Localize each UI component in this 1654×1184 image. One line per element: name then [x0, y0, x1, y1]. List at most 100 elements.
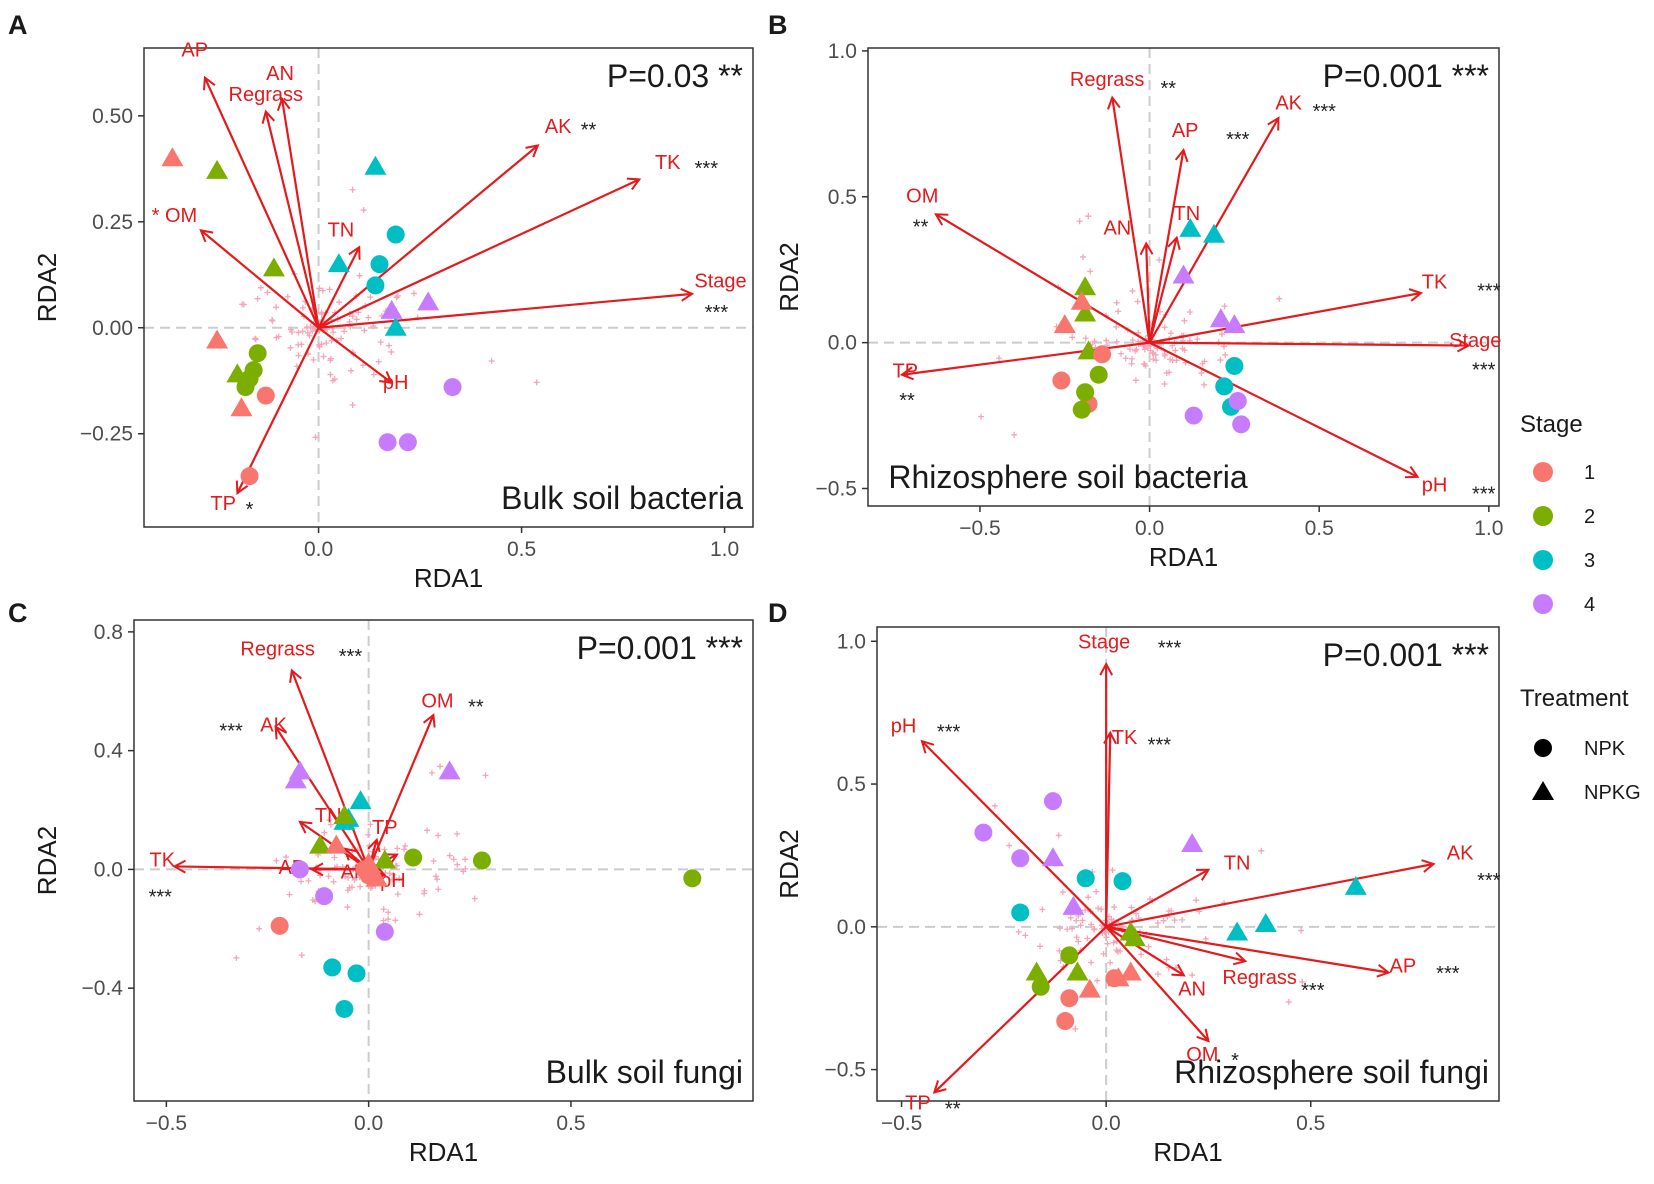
species-marker	[1087, 268, 1094, 275]
arrow-label-tp: TP	[893, 361, 919, 383]
species-marker	[306, 332, 313, 339]
species-marker	[1091, 926, 1098, 933]
species-marker	[299, 304, 306, 311]
sample-point-npkg	[417, 291, 440, 311]
species-marker	[1103, 934, 1110, 941]
species-marker	[1088, 921, 1095, 928]
species-marker	[366, 842, 373, 849]
sample-point-npkg	[1078, 978, 1101, 998]
species-marker	[377, 339, 384, 346]
sample-point-npkg	[1074, 302, 1097, 322]
sample-point-npk	[974, 823, 993, 842]
arrow-label-tn: TN	[1174, 203, 1201, 225]
sample-point-npk	[370, 255, 389, 274]
species-marker	[416, 911, 423, 918]
species-marker	[402, 842, 409, 849]
arrow-label-ak: AK	[545, 116, 572, 138]
arrow-ap	[205, 78, 320, 329]
sample-point-npk	[1113, 872, 1132, 891]
species-marker	[1222, 351, 1229, 358]
significance-label: **	[899, 390, 915, 412]
arrow-stage	[1149, 343, 1469, 346]
species-marker	[254, 295, 261, 302]
p-value-label: P=0.03 **	[607, 58, 743, 94]
arrow-regrass	[266, 112, 320, 329]
sample-point-npk	[472, 851, 491, 870]
species-marker	[1149, 349, 1156, 356]
species-marker	[1059, 889, 1066, 896]
arrow-ak	[317, 145, 538, 329]
legend-stage-swatch	[1533, 462, 1553, 482]
sample-point-npk	[1043, 792, 1062, 811]
sample-point-npk	[1011, 903, 1030, 922]
species-marker	[462, 865, 469, 872]
x-tick-label: −0.5	[881, 1112, 922, 1135]
sample-point-npk	[256, 386, 275, 405]
arrow-label-om: OM	[421, 691, 453, 713]
species-marker	[1114, 948, 1121, 955]
species-marker	[430, 857, 437, 864]
x-tick-label: −0.5	[959, 517, 1000, 540]
species-marker	[462, 856, 469, 863]
arrow-label-an: AN	[266, 63, 294, 85]
plot-frame	[867, 47, 1500, 507]
x-axis-title: RDA1	[1149, 542, 1218, 572]
species-marker	[327, 821, 334, 828]
species-marker	[1095, 905, 1102, 912]
arrow-om	[1105, 926, 1208, 1041]
species-marker	[386, 342, 393, 349]
arrow-ak	[276, 727, 370, 871]
species-marker	[1202, 935, 1209, 942]
sample-point-npkg	[1041, 847, 1064, 867]
sample-point-npk	[1215, 377, 1234, 396]
arrow-label-an: AN	[1103, 218, 1131, 240]
legend-stage-label: 1	[1584, 462, 1595, 484]
species-marker	[1298, 927, 1305, 934]
arrow-label-regrass: Regrass	[1222, 967, 1296, 989]
sample-point-npkg	[284, 769, 307, 789]
legend-stage-swatch	[1533, 550, 1553, 570]
arrow-ak	[1105, 864, 1433, 928]
sample-point-npk	[378, 433, 397, 452]
species-marker	[1156, 256, 1163, 263]
sample-point-npkg	[384, 316, 407, 336]
species-marker	[239, 301, 246, 308]
species-marker	[257, 284, 264, 291]
species-marker	[1015, 928, 1022, 935]
species-marker	[991, 802, 998, 809]
species-marker	[1218, 331, 1225, 338]
species-marker	[360, 207, 367, 214]
significance-label: ***	[149, 887, 173, 909]
species-marker	[315, 341, 322, 348]
sample-point-npkg	[327, 253, 350, 273]
p-value-label: P=0.001 ***	[577, 630, 743, 666]
species-marker	[360, 362, 367, 369]
species-marker	[1079, 917, 1086, 924]
significance-label: ***	[1436, 963, 1460, 985]
sample-point-npkg	[333, 804, 356, 824]
sample-point-npkg	[1344, 875, 1367, 895]
species-marker	[386, 870, 393, 877]
species-marker	[1134, 298, 1141, 305]
species-marker	[1165, 908, 1172, 915]
arrow-om	[936, 214, 1151, 344]
significance-label: **	[913, 216, 929, 238]
species-marker	[252, 336, 259, 343]
species-marker	[380, 906, 387, 913]
species-marker	[394, 891, 401, 898]
y-tick-label: 1.0	[828, 40, 857, 63]
sample-point-npkg	[1119, 961, 1142, 981]
arrow-ap	[1148, 150, 1184, 343]
species-marker	[1171, 917, 1178, 924]
arrow-label-ph: pH	[1422, 474, 1448, 496]
species-marker	[295, 329, 302, 336]
arrow-label-tk: TK	[150, 849, 176, 871]
arrow-label-tp: TP	[210, 493, 236, 515]
species-marker	[1056, 947, 1063, 954]
sample-point-npk	[248, 344, 267, 363]
sample-point-npkg	[161, 147, 184, 167]
sample-point-npk	[404, 848, 423, 867]
species-marker	[1173, 357, 1180, 364]
species-marker	[1161, 351, 1168, 358]
